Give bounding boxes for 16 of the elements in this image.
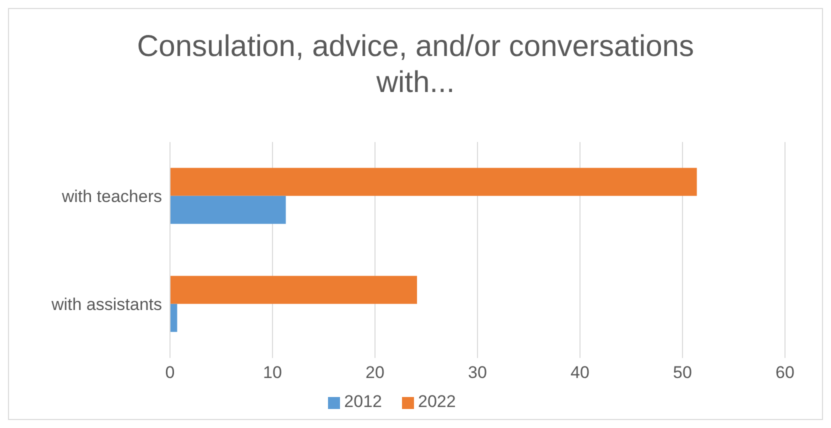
- x-tick-label: 20: [366, 363, 384, 382]
- bar: [170, 276, 418, 304]
- y-tick-label: with teachers: [60, 187, 162, 206]
- chart-title: Consulation, advice, and/or conversations with...: [136, 29, 695, 101]
- x-tick-label: 30: [468, 363, 487, 382]
- y-tick-label: with assistants: [50, 295, 162, 314]
- x-tick-label: 60: [776, 363, 794, 382]
- legend-label: 2022: [418, 392, 456, 411]
- x-tick-label: 0: [165, 363, 175, 382]
- legend-label: 2012: [344, 392, 382, 411]
- bar: [170, 168, 697, 196]
- x-tick-label: 50: [673, 363, 692, 382]
- x-tick-label: 10: [263, 363, 282, 382]
- bar: [170, 196, 286, 224]
- x-tick-label: 40: [570, 363, 590, 382]
- bar: [170, 304, 178, 332]
